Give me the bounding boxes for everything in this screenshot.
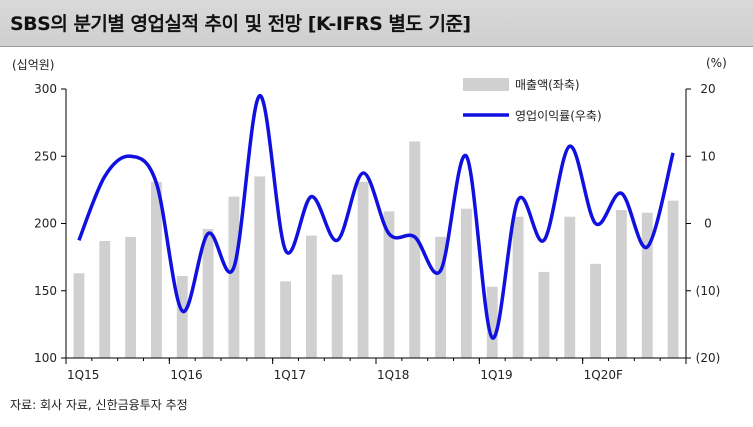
bar-3Q20F [641,212,653,358]
x-tick-label: 1Q20F [584,368,623,382]
bar-1Q19 [486,286,498,358]
bar-1Q16 [176,275,188,358]
title-bar: SBS의 분기별 영업실적 추이 및 전망 [K-IFRS 별도 기준] [0,0,753,47]
bar-1Q17 [280,281,292,358]
bar-4Q16 [254,176,266,358]
x-tick-label: 1Q18 [377,368,409,382]
bar-2Q16 [202,228,214,358]
source-note: 자료: 회사 자료, 신한금융투자 추정 [10,398,188,412]
bar-2Q17 [305,235,317,358]
bar-1Q18 [383,211,395,358]
bar-1Q20F [590,263,602,358]
x-tick-label: 1Q15 [67,368,99,382]
bar-2Q19 [512,216,524,358]
x-tick-label: 1Q16 [170,368,202,382]
bar-2Q15 [99,240,111,358]
left-tick-label: 100 [34,351,57,365]
legend-bar-swatch [463,78,509,91]
bar-4Q18 [460,208,472,358]
bar-3Q17 [331,274,343,358]
bar-3Q16 [228,196,240,358]
left-axis-unit: (십억원) [12,58,55,72]
right-tick-label: 0 [704,217,712,231]
right-tick-label: 20 [700,82,715,96]
left-tick-label: 300 [34,82,57,96]
bar-4Q19 [564,216,576,358]
right-tick-label: (10) [696,284,721,298]
left-tick-label: 200 [34,217,57,231]
bar-4Q20F [667,200,679,358]
left-tick-label: 150 [34,284,57,298]
bar-1Q15 [73,273,85,358]
bar-2Q18 [409,141,421,358]
x-tick-label: 1Q19 [480,368,512,382]
bar-3Q15 [125,236,137,358]
legend-line-label: 영업이익률(우축) [515,109,602,123]
bar-3Q18 [435,236,447,358]
legend-bar-label: 매출액(좌축) [515,78,580,92]
bar-2Q20F [615,210,627,358]
x-tick-label: 1Q17 [274,368,306,382]
right-tick-label: 10 [700,149,715,163]
page-title: SBS의 분기별 영업실적 추이 및 전망 [K-IFRS 별도 기준] [10,13,471,35]
operating-margin-line [77,93,675,340]
bar-3Q19 [538,271,550,358]
right-axis-unit: (%) [706,56,727,70]
right-tick-label: (20) [696,351,721,365]
left-tick-label: 250 [34,149,57,163]
bar-4Q17 [357,181,369,358]
bar-4Q15 [150,181,162,358]
